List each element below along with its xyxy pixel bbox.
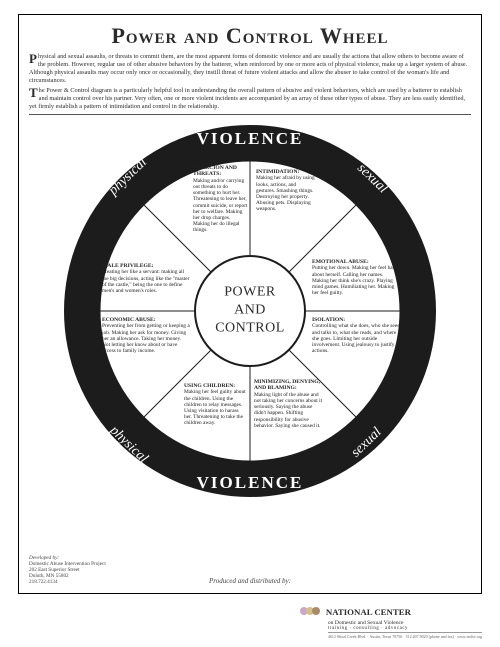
segment-body: Making her afraid by using looks, action… [256,175,316,212]
divider [29,114,471,115]
developed-by: Developed by: Domestic Abuse Interventio… [29,555,106,585]
dropcap-2: T [29,87,39,99]
document-frame: Power and Control Wheel Physical and sex… [18,14,482,594]
segment-minimizing: MINIMIZING, DENYING, AND BLAMING: Making… [254,379,324,429]
dropcap-1: P [29,53,38,65]
ncdsv-logo: NATIONAL CENTER on Domestic and Sexual V… [300,602,482,639]
intro-paragraph-2: The Power & Control diagram is a particu… [29,87,471,111]
intro-paragraph-1: Physical and sexual assaults, or threats… [29,53,471,84]
logo-dots [300,602,318,620]
wheel-center: POWER AND CONTROL [215,284,285,339]
segment-body: Making her feel guilty about the childre… [184,389,246,426]
segment-isolation: ISOLATION: Controlling what she does, wh… [312,317,400,354]
segment-body: Preventing her from getting or keeping a… [102,323,190,354]
segment-using-children: USING CHILDREN: Making her feel guilty a… [184,383,246,427]
segment-title: COERCION AND THREATS: [193,165,248,178]
logo-title: NATIONAL CENTER [326,607,411,617]
segment-body: Treating her like a servant: making all … [102,269,190,294]
segment-body: Making and/or carrying out threats to do… [193,178,248,234]
segment-male-privilege: MALE PRIVILEGE: Treating her like a serv… [102,263,190,294]
segment-emotional-abuse: EMOTIONAL ABUSE: Putting her down. Makin… [312,259,400,296]
segment-coercion: COERCION AND THREATS: Making and/or carr… [193,165,248,234]
logo-tagline: training · consulting · advocacy [328,626,482,631]
page-title: Power and Control Wheel [29,23,471,49]
intro-text-1: hysical and sexual assaults, or threats … [29,53,467,84]
dev-l5: 218.722.4134 [29,579,106,585]
logo-address: 4612 Shoal Creek Blvd. · Austin, Texas 7… [328,632,482,639]
segment-body: Putting her down. Making her feel bad ab… [312,265,400,296]
segment-title: MINIMIZING, DENYING, AND BLAMING: [254,379,324,392]
segment-intimidation: INTIMIDATION: Making her afraid by using… [256,169,316,213]
intro-text-2: he Power & Control diagram is a particul… [29,87,465,110]
segment-body: Controlling what she does, who she sees … [312,323,400,354]
center-l3: CONTROL [215,320,285,338]
center-l1: POWER [215,284,285,302]
power-control-wheel: VIOLENCE VIOLENCE physical sexual physic… [60,121,440,501]
distributed-by: Produced and distributed by: [209,577,291,585]
segment-economic-abuse: ECONOMIC ABUSE: Preventing her from gett… [102,317,190,354]
segment-body: Making light of the abuse and not taking… [254,392,324,429]
center-l2: AND [215,302,285,320]
